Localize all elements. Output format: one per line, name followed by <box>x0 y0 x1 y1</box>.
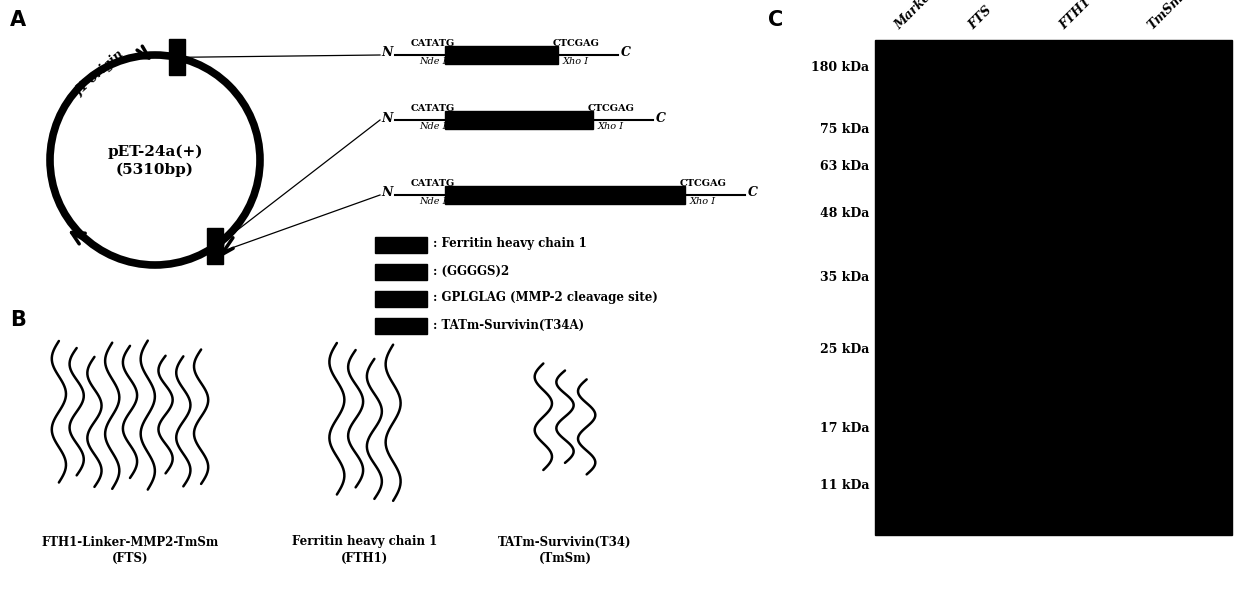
Text: : (GGGGS)2: : (GGGGS)2 <box>432 265 509 278</box>
Bar <box>875 40 1232 535</box>
Text: Nde I: Nde I <box>419 57 447 66</box>
Text: C: C <box>655 112 667 124</box>
Text: 63 kDa: 63 kDa <box>820 160 869 173</box>
Text: 11 kDa: 11 kDa <box>819 479 869 492</box>
Text: (FTH1): (FTH1) <box>342 551 389 564</box>
Text: 180 kDa: 180 kDa <box>810 61 869 74</box>
Text: TATm-Survivin(T34): TATm-Survivin(T34) <box>498 536 632 548</box>
Bar <box>375 237 427 253</box>
Text: CATATG: CATATG <box>411 179 455 188</box>
Bar <box>445 46 558 64</box>
Text: (TmSm): (TmSm) <box>539 551 591 564</box>
Bar <box>375 291 427 307</box>
Bar <box>375 318 427 334</box>
Text: N: N <box>382 46 393 60</box>
Text: : Ferritin heavy chain 1: : Ferritin heavy chain 1 <box>432 237 587 251</box>
Text: 17 kDa: 17 kDa <box>819 422 869 435</box>
Text: (5310bp): (5310bp) <box>116 163 195 177</box>
Text: Ferritin heavy chain 1: Ferritin heavy chain 1 <box>292 536 437 548</box>
Text: 35 kDa: 35 kDa <box>820 271 869 284</box>
Text: FTS: FTS <box>966 4 995 32</box>
Text: C: C <box>748 187 758 199</box>
Text: CTCGAG: CTCGAG <box>679 179 726 188</box>
Text: N: N <box>382 112 393 124</box>
Bar <box>207 228 223 264</box>
Text: CTCGAG: CTCGAG <box>553 39 600 48</box>
Text: N: N <box>382 187 393 199</box>
Text: 75 kDa: 75 kDa <box>820 123 869 135</box>
Text: Marker: Marker <box>892 0 938 32</box>
Bar <box>445 111 593 129</box>
Text: pET-24a(+): pET-24a(+) <box>108 145 203 159</box>
Text: CTCGAG: CTCGAG <box>587 104 634 113</box>
Text: TmSm: TmSm <box>1145 0 1186 32</box>
Text: 48 kDa: 48 kDa <box>820 207 869 220</box>
Bar <box>375 264 427 280</box>
Text: : GPLGLAG (MMP-2 cleavage site): : GPLGLAG (MMP-2 cleavage site) <box>432 292 658 304</box>
Bar <box>445 186 685 204</box>
Text: Nde I: Nde I <box>419 122 447 131</box>
Bar <box>169 39 185 75</box>
Text: CATATG: CATATG <box>411 104 455 113</box>
Text: f1 origin: f1 origin <box>73 48 126 98</box>
Text: (FTS): (FTS) <box>112 551 149 564</box>
Text: Xho I: Xho I <box>598 122 624 131</box>
Text: 25 kDa: 25 kDa <box>820 343 869 356</box>
Text: A: A <box>10 10 26 30</box>
Text: Xho I: Xho I <box>563 57 589 66</box>
Text: Nde I: Nde I <box>419 197 447 206</box>
Text: Xho I: Xho I <box>690 197 716 206</box>
Text: C: C <box>768 10 783 30</box>
Text: FTH1-Linker-MMP2-TmSm: FTH1-Linker-MMP2-TmSm <box>41 536 218 548</box>
Text: B: B <box>10 310 26 330</box>
Text: FTH1: FTH1 <box>1057 0 1094 32</box>
Text: : TATm-Survivin(T34A): : TATm-Survivin(T34A) <box>432 318 584 331</box>
Text: C: C <box>621 46 631 60</box>
Text: CATATG: CATATG <box>411 39 455 48</box>
